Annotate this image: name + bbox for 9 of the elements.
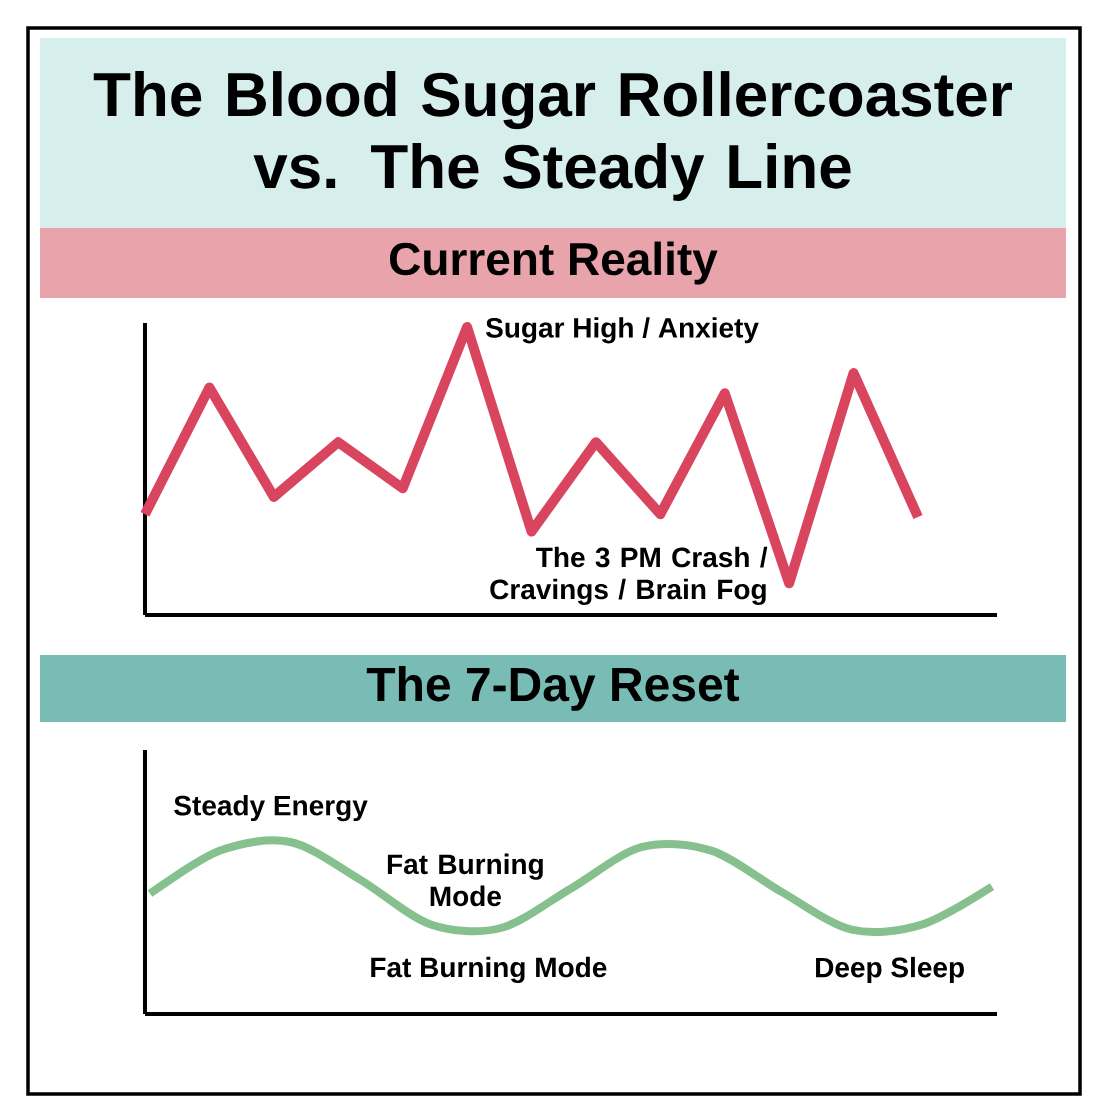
annotation: Fat Burning Mode	[387, 853, 543, 907]
annotation: The 3 PM Crash / Cravings / Brain Fog	[490, 546, 768, 605]
chart-title: The Blood Sugar Rollercoaster vs. The Steady Line	[93, 71, 1012, 201]
annotation: Deep Sleep	[816, 956, 964, 983]
annotation: Fat Burning Mode	[371, 956, 607, 984]
annotation: Sugar High / Anxiety	[485, 317, 759, 344]
chart-subtitle: The 7-Day Reset	[366, 666, 740, 711]
chart-subtitle: Current Reality	[390, 241, 718, 285]
text: Steady Energy	[174, 794, 368, 822]
